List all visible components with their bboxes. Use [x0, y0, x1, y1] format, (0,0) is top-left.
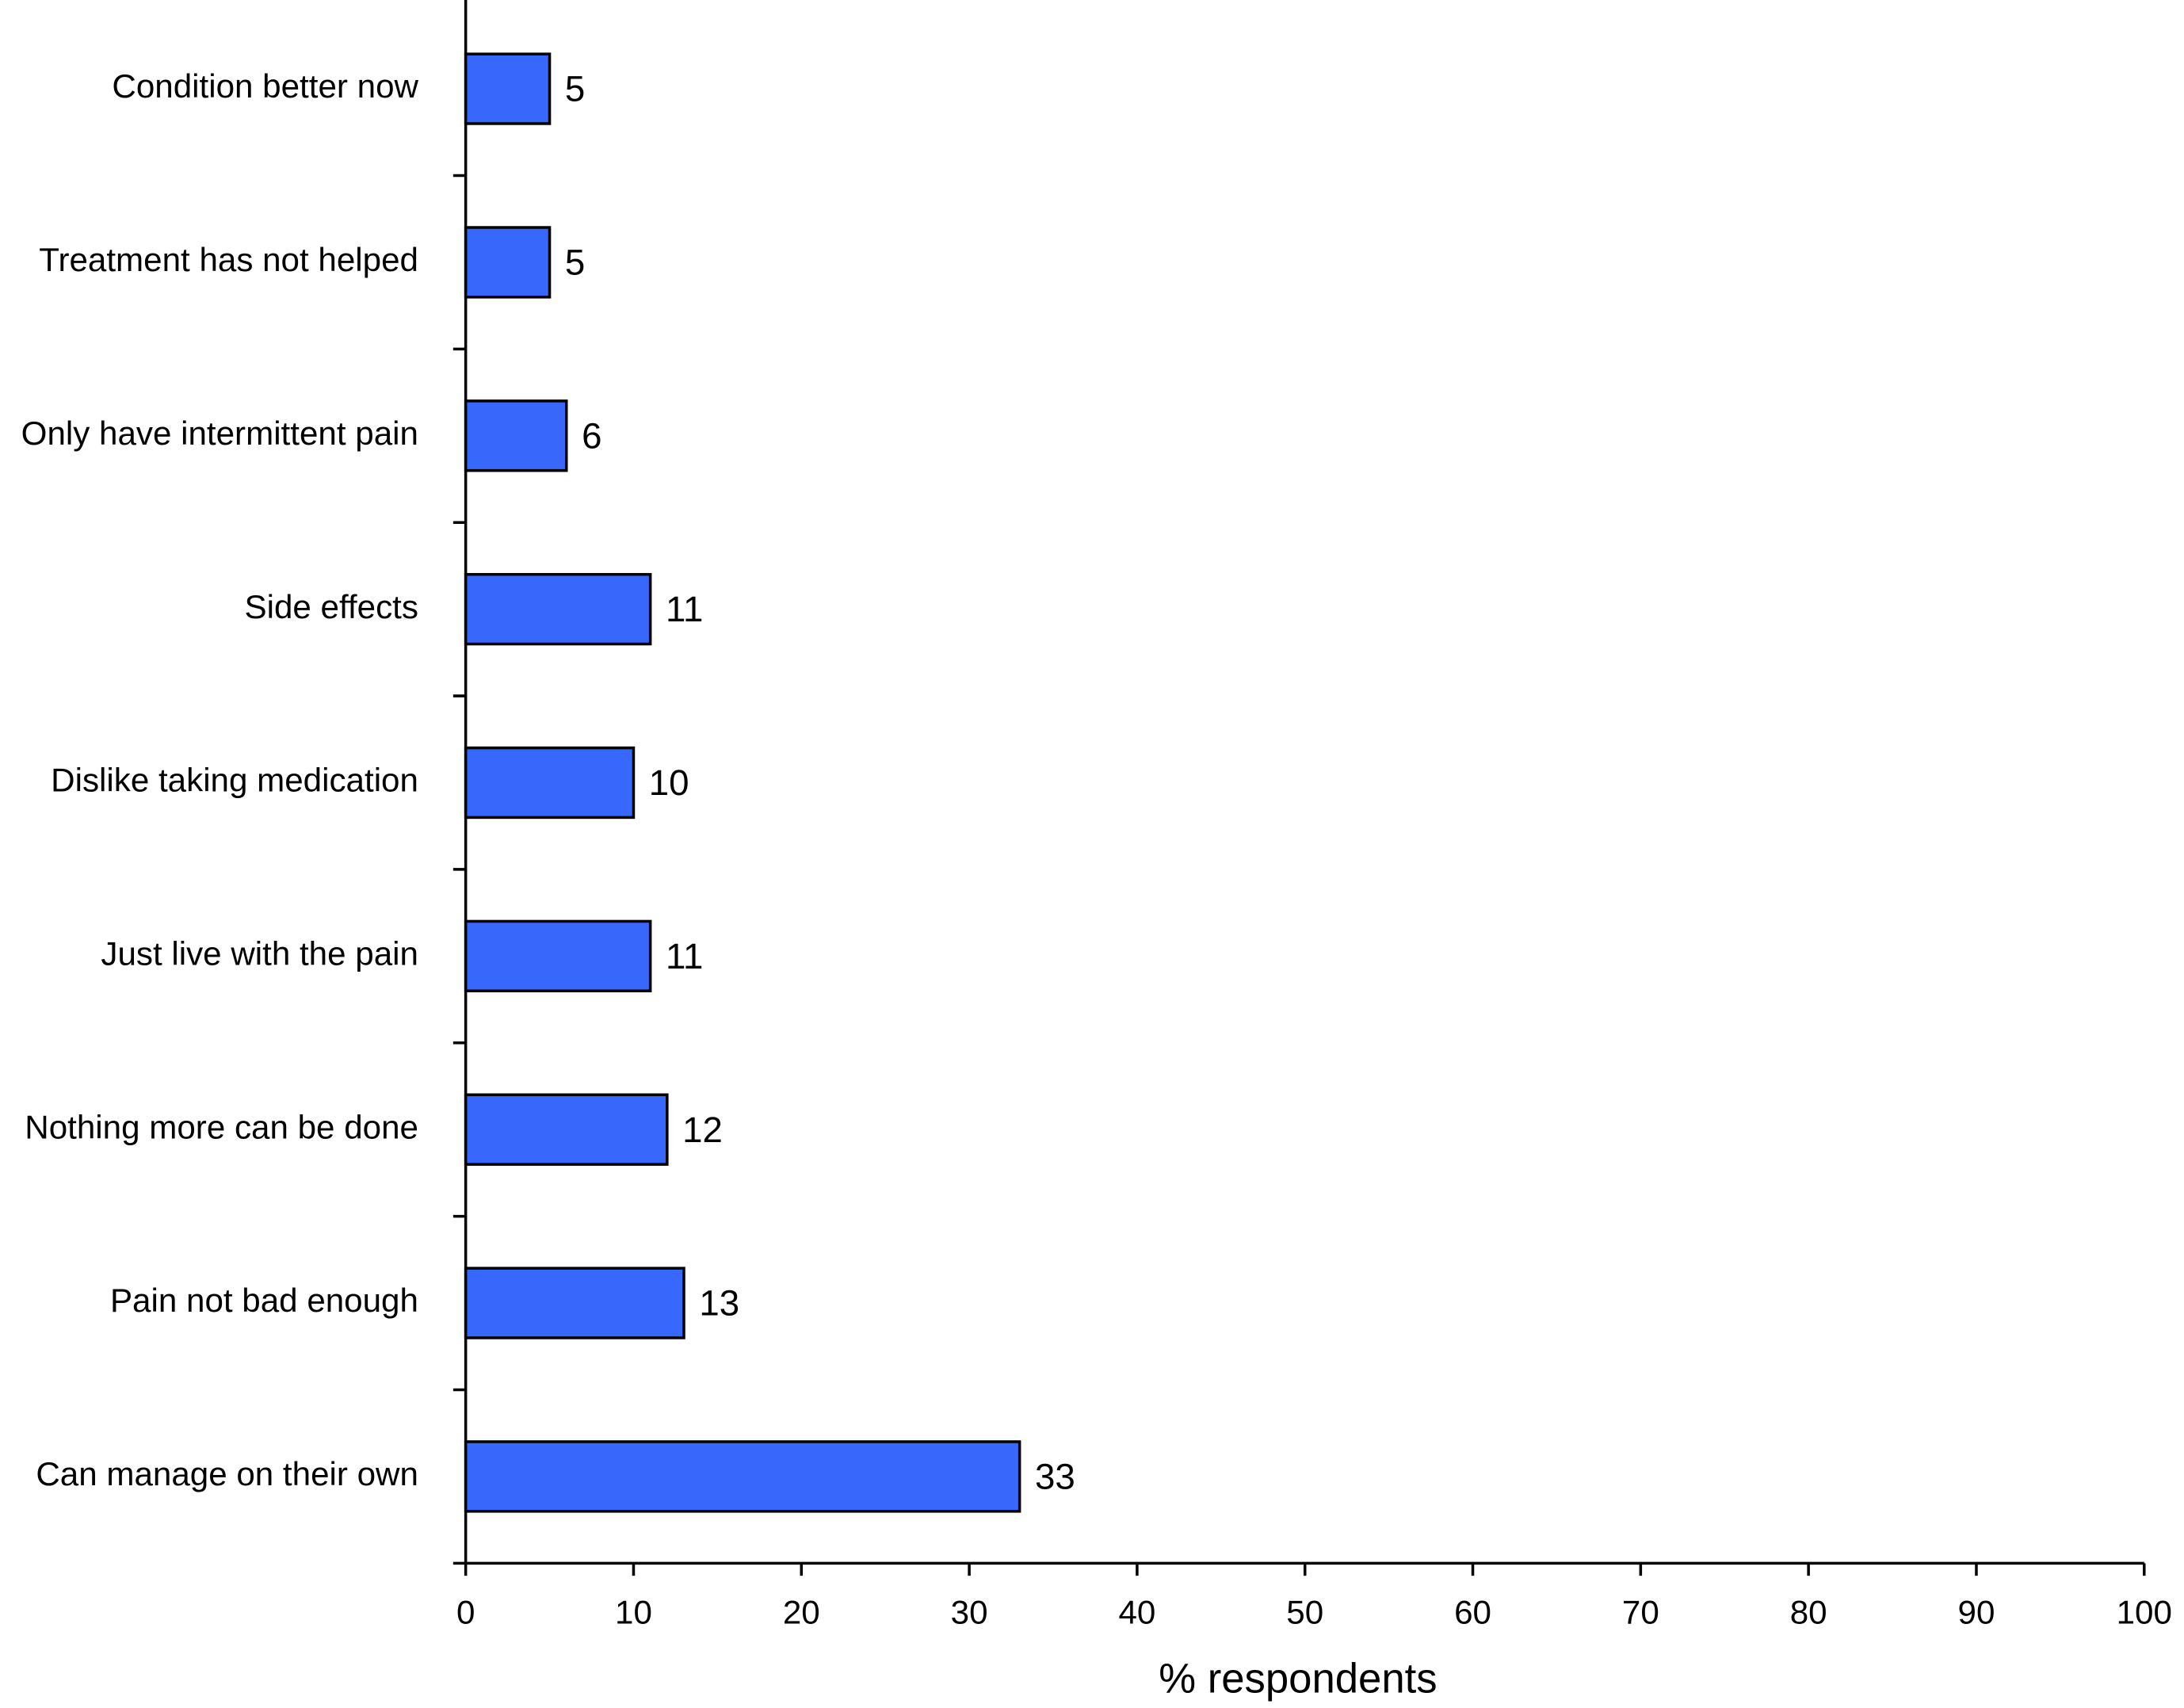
bar: [464, 399, 568, 472]
x-tick-label: 30: [951, 1593, 988, 1630]
x-tick-label: 0: [456, 1593, 475, 1630]
y-tick-label: Just live with the pain: [101, 934, 418, 972]
value-label: 11: [666, 589, 703, 629]
value-label: 10: [649, 762, 689, 803]
x-axis-title: % respondents: [1159, 1656, 1437, 1702]
x-tick-label: 40: [1118, 1593, 1155, 1630]
bar: [464, 226, 552, 299]
x-tick-label: 90: [1958, 1593, 1995, 1630]
x-tick-label: 10: [615, 1593, 652, 1630]
value-label: 5: [565, 242, 585, 282]
x-tick-label: 60: [1454, 1593, 1491, 1630]
y-tick-label: Can manage on their own: [36, 1455, 418, 1492]
y-tick-label: Side effects: [245, 588, 418, 625]
y-tick-label: Pain not bad enough: [110, 1282, 418, 1319]
bar: [464, 52, 552, 125]
value-label: 33: [1035, 1456, 1075, 1496]
y-tick-label: Treatment has not helped: [39, 241, 418, 278]
bar: [464, 1267, 685, 1339]
x-tick-label: 20: [783, 1593, 820, 1630]
value-label: 13: [699, 1283, 739, 1324]
x-tick-label: 50: [1286, 1593, 1323, 1630]
x-tick-label: 100: [2117, 1593, 2172, 1630]
value-label: 11: [666, 936, 703, 976]
y-tick-label: Dislike taking medication: [51, 762, 418, 799]
y-tick-label: Condition better now: [112, 67, 418, 105]
bar: [464, 1093, 669, 1166]
value-label: 6: [582, 415, 601, 456]
x-tick-label: 70: [1622, 1593, 1659, 1630]
y-tick-label: Nothing more can be done: [25, 1108, 418, 1145]
bar: [464, 746, 636, 820]
x-tick-label: 80: [1790, 1593, 1827, 1630]
value-label: 5: [565, 69, 585, 109]
y-tick-label: Only have intermittent pain: [21, 415, 418, 452]
bar: [464, 1440, 1021, 1513]
value-label: 12: [682, 1110, 723, 1150]
bar: [464, 572, 652, 646]
bar: [464, 919, 652, 993]
